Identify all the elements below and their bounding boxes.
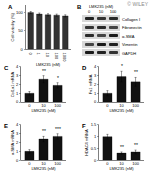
- svg-text:0: 0: [16, 99, 19, 104]
- svg-text:1: 1: [94, 134, 97, 139]
- svg-text:**: **: [42, 68, 46, 74]
- svg-text:2: 2: [94, 82, 97, 87]
- svg-text:0: 0: [28, 103, 31, 108]
- svg-text:F: F: [82, 123, 86, 129]
- svg-text:**: **: [134, 142, 138, 148]
- html-text:LMK235 (nM): LMK235 (nM): [88, 4, 114, 9]
- svg-text:1.5: 1.5: [91, 122, 97, 127]
- html-text:α-SMA: α-SMA: [122, 33, 135, 39]
- svg-text:4: 4: [16, 64, 19, 69]
- html-text:Collagen I: Collagen I: [122, 16, 140, 22]
- svg-text:*: *: [57, 75, 59, 81]
- svg-text:4: 4: [94, 64, 97, 69]
- svg-text:0: 0: [106, 103, 109, 108]
- svg-text:Cell viability (%): Cell viability (%): [10, 12, 15, 41]
- svg-text:10: 10: [45, 53, 50, 58]
- svg-text:3: 3: [16, 131, 19, 136]
- html-text:100: 100: [109, 9, 117, 14]
- svg-text:50: 50: [18, 28, 23, 33]
- svg-text:LMK235 (nM): LMK235 (nM): [31, 108, 56, 113]
- svg-text:α-SMA mRNA: α-SMA mRNA: [10, 130, 15, 155]
- html-text:10: 10: [98, 9, 104, 14]
- svg-text:LMK235 (nM): LMK235 (nM): [31, 166, 56, 171]
- svg-text:1: 1: [94, 91, 97, 96]
- svg-text:100: 100: [54, 103, 61, 108]
- svg-text:E: E: [4, 123, 8, 129]
- svg-text:*: *: [121, 63, 123, 69]
- html-text:Vimentin: Vimentin: [122, 42, 138, 47]
- svg-text:100: 100: [16, 10, 23, 15]
- svg-text:1: 1: [16, 149, 19, 154]
- svg-text:100: 100: [132, 161, 139, 166]
- svg-text:Col1a1 mRNA: Col1a1 mRNA: [10, 71, 15, 97]
- svg-text:B: B: [77, 4, 82, 10]
- svg-text:LMK235 (nM): LMK235 (nM): [109, 108, 134, 113]
- svg-text:HDAC4 mRNA: HDAC4 mRNA: [84, 129, 89, 156]
- svg-text:0: 0: [106, 161, 109, 166]
- svg-text:3: 3: [94, 73, 97, 78]
- svg-text:10: 10: [41, 103, 46, 108]
- svg-text:LMK235 (nM): LMK235 (nM): [109, 166, 134, 171]
- html-text:0: 0: [87, 9, 91, 14]
- svg-text:**: **: [134, 69, 138, 75]
- svg-text:A: A: [8, 4, 13, 10]
- svg-text:100: 100: [132, 103, 139, 108]
- svg-text:D: D: [82, 65, 87, 71]
- svg-text:100: 100: [54, 161, 61, 166]
- svg-text:0: 0: [16, 158, 19, 163]
- svg-text:0: 0: [28, 161, 31, 166]
- svg-text:10: 10: [119, 103, 124, 108]
- html-text:GAPDH: GAPDH: [122, 50, 137, 56]
- svg-text:0: 0: [94, 158, 97, 163]
- html-text:© WILEY: © WILEY: [127, 1, 148, 7]
- svg-text:LMK235 (nM): LMK235 (nM): [36, 62, 61, 67]
- svg-text:10: 10: [41, 161, 46, 166]
- svg-text:1000: 1000: [62, 53, 67, 63]
- svg-text:**: **: [42, 128, 46, 134]
- svg-text:1: 1: [16, 91, 19, 96]
- html-text:Fibronectin: Fibronectin: [122, 25, 142, 30]
- svg-text:0: 0: [28, 53, 33, 56]
- svg-text:4: 4: [16, 122, 19, 127]
- svg-text:100: 100: [54, 53, 59, 60]
- svg-text:3: 3: [16, 73, 19, 78]
- svg-text:**: **: [120, 144, 124, 150]
- svg-text:0: 0: [94, 99, 97, 104]
- svg-text:Fn1 mRNA: Fn1 mRNA: [88, 74, 93, 94]
- svg-text:0.5: 0.5: [91, 146, 97, 151]
- svg-text:***: ***: [55, 126, 61, 132]
- svg-text:10: 10: [119, 161, 124, 166]
- svg-text:C: C: [4, 65, 9, 71]
- svg-text:1: 1: [36, 53, 41, 56]
- svg-text:0: 0: [20, 47, 23, 52]
- svg-text:2: 2: [16, 140, 19, 145]
- svg-text:2: 2: [16, 82, 19, 87]
